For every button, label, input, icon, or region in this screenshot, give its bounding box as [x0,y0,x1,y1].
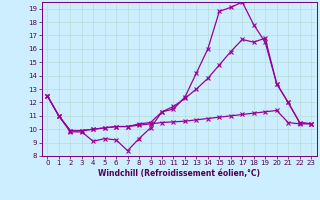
X-axis label: Windchill (Refroidissement éolien,°C): Windchill (Refroidissement éolien,°C) [98,169,260,178]
